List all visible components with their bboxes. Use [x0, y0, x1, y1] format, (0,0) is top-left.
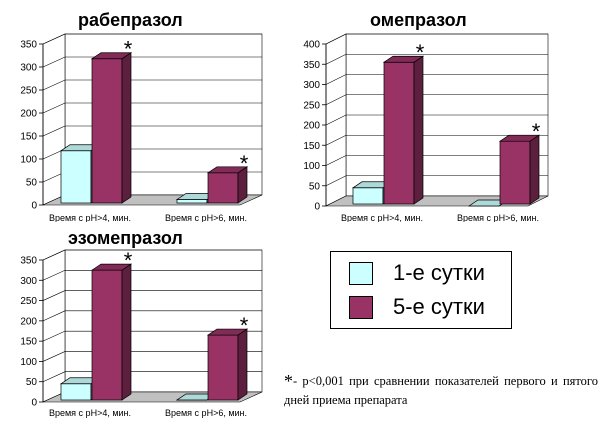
legend-item-day1: 1-е сутки — [349, 260, 485, 285]
x-tick-label: Время с pH>4, мин. — [341, 213, 423, 222]
gridline — [42, 249, 262, 261]
bar-day5-1 — [498, 134, 541, 205]
y-tick-label: 100 — [20, 155, 37, 166]
y-tick-label: 100 — [20, 357, 37, 368]
gridline — [42, 330, 262, 342]
gridline — [42, 351, 262, 362]
plot-side-wall — [42, 249, 66, 403]
chart-plot: 0 50 100 150 200 250 300 350 * Время с pH>4, мин.… — [20, 248, 263, 418]
footnote-text: - p<0,001 при сравнении показателей перв… — [284, 374, 598, 407]
legend-swatch-day5 — [349, 295, 373, 319]
gridline — [42, 33, 262, 45]
chart-title: омепразол — [370, 10, 467, 30]
y-tick-label: 50 — [26, 377, 38, 388]
y-tick-label: 100 — [303, 161, 320, 172]
y-tick-label: 350 — [20, 256, 37, 267]
chart-esomeprazole: эзомепразол 0 50 100 150 200 250 300 350 * Время … — [0, 228, 275, 433]
y-tick-label: 300 — [20, 276, 37, 287]
x-tick-label: Время с pH>4, мин. — [49, 213, 131, 222]
gridline — [42, 371, 262, 382]
annotation-star: * — [416, 40, 425, 65]
bar-day1-1 — [175, 393, 218, 401]
y-tick-label: 150 — [20, 337, 37, 348]
gridline — [42, 102, 262, 114]
legend: 1-е сутки 5-е сутки — [330, 251, 512, 329]
x-tick-label: Время с pH>6, мин. — [165, 408, 247, 418]
chart-title: эзомепразол — [68, 228, 183, 248]
y-tick-label: 0 — [314, 202, 320, 213]
gridline — [325, 74, 548, 85]
legend-swatch-day1 — [349, 261, 373, 285]
y-tick-label: 0 — [31, 398, 37, 409]
y-tick-label: 50 — [309, 181, 321, 192]
gridline — [325, 134, 548, 146]
gridline — [325, 94, 548, 106]
gridline — [42, 56, 262, 68]
y-tick-label: 200 — [303, 121, 320, 132]
bar-day5-0 — [90, 263, 133, 401]
y-tick-label: 0 — [31, 201, 37, 212]
y-tick-label: 150 — [20, 132, 37, 143]
gridline — [42, 310, 262, 322]
y-tick-label: 150 — [303, 141, 320, 152]
footnote-star: * — [284, 371, 293, 391]
y-tick-label: 350 — [303, 60, 320, 71]
gridline — [325, 53, 548, 65]
gridline — [42, 269, 262, 281]
y-tick-label: 350 — [20, 40, 37, 51]
legend-item-day5: 5-е сутки — [349, 294, 485, 319]
y-tick-label: 50 — [26, 178, 38, 189]
bar-day5-1 — [206, 166, 249, 204]
gridline — [42, 79, 262, 91]
annotation-star: * — [532, 119, 541, 144]
x-tick-label: Время с pH>4, мин. — [49, 408, 131, 418]
gridline — [325, 114, 548, 126]
y-tick-label: 300 — [20, 63, 37, 74]
chart-plot: 0 50 100 150 200 250 300 350 400 * Время с pH>4, м… — [303, 33, 549, 222]
bar-day5-0 — [90, 52, 133, 204]
y-tick-label: 300 — [303, 80, 320, 91]
annotation-star: * — [124, 248, 133, 273]
gridline — [325, 155, 548, 166]
y-tick-label: 250 — [303, 100, 320, 111]
chart-omeprazole: омепразол 0 50 100 150 200 250 300 350 400 * Время… — [294, 10, 584, 222]
legend-label-day5: 5-е сутки — [393, 294, 485, 319]
bar-day5-1 — [206, 328, 249, 401]
y-tick-label: 200 — [20, 316, 37, 327]
chart-rabeprazole: рабепразол 0 50 100 150 200 250 300 350 * Время с… — [0, 10, 275, 222]
gridline — [325, 33, 548, 45]
gridline — [325, 175, 548, 187]
annotation-star: * — [124, 37, 133, 62]
bar-day5-0 — [382, 55, 425, 205]
chart-title: рабепразол — [78, 10, 183, 30]
legend-label-day1: 1-е сутки — [393, 260, 485, 285]
annotation-star: * — [240, 151, 249, 176]
x-tick-label: Время с pH>6, мин. — [457, 213, 539, 222]
y-tick-label: 250 — [20, 86, 37, 97]
y-tick-label: 400 — [303, 40, 320, 51]
footnote: *- p<0,001 при сравнении показателей пер… — [284, 372, 598, 410]
gridline — [42, 125, 262, 137]
gridline — [42, 290, 262, 301]
y-tick-label: 250 — [20, 296, 37, 307]
y-tick-label: 200 — [20, 109, 37, 120]
x-tick-label: Время с pH>6, мин. — [165, 213, 247, 222]
chart-plot: 0 50 100 150 200 250 300 350 * Время с pH>4, мин.… — [20, 33, 263, 222]
annotation-star: * — [240, 313, 249, 338]
